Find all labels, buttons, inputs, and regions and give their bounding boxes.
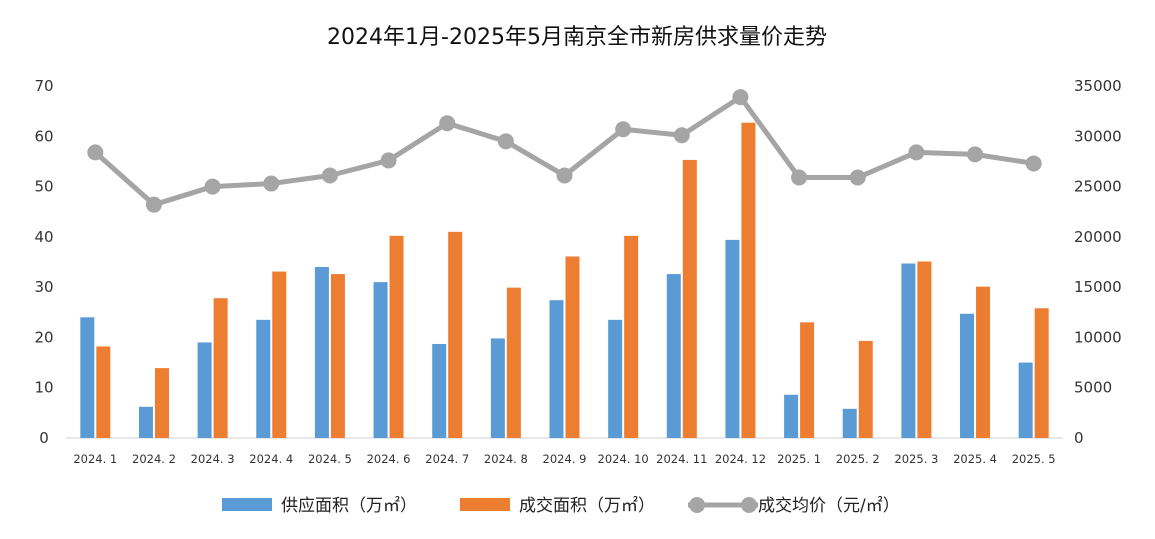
x-tick-label: 2024. 11 [656, 452, 707, 466]
price-point [1025, 155, 1042, 172]
bar-supply [80, 317, 95, 438]
bar-sales [741, 122, 756, 439]
bar-sales [272, 271, 287, 438]
y-right-tick-label: 0 [1074, 429, 1084, 447]
legend-marker-price-2 [741, 497, 757, 513]
price-point [908, 144, 925, 161]
y-right-tick-label: 5000 [1074, 379, 1112, 397]
price-line-path [93, 94, 1035, 208]
bar-supply [960, 313, 975, 438]
x-tick-label: 2024. 12 [715, 452, 766, 466]
price-point [204, 178, 221, 195]
y-right-tick-label: 20000 [1074, 228, 1122, 246]
bar-sales [389, 235, 404, 438]
bars [80, 122, 1049, 439]
y-right-tick-label: 35000 [1074, 77, 1122, 95]
bar-supply [256, 319, 271, 438]
bar-supply [901, 263, 916, 438]
legend-swatch-supply [222, 498, 272, 511]
x-tick-label: 2024. 6 [367, 452, 411, 466]
bar-sales [330, 274, 345, 438]
bar-sales [917, 261, 932, 438]
x-tick-label: 2024. 7 [425, 452, 469, 466]
bar-sales [448, 231, 463, 438]
price-line [87, 89, 1042, 213]
x-tick-label: 2025. 1 [777, 452, 821, 466]
price-point [263, 175, 280, 192]
bar-supply [549, 300, 564, 438]
bar-supply [1018, 362, 1033, 438]
bar-supply [197, 342, 212, 438]
x-tick-label: 2024. 9 [543, 452, 587, 466]
price-point [87, 144, 104, 161]
y-right-tick-label: 30000 [1074, 127, 1122, 145]
bar-sales [154, 368, 169, 438]
y-left-tick-label: 40 [34, 228, 53, 246]
x-tick-label: 2024. 8 [484, 452, 528, 466]
price-point [439, 115, 456, 132]
x-tick-label: 2024. 3 [191, 452, 235, 466]
bar-sales [96, 346, 111, 438]
x-tick-label: 2024. 2 [132, 452, 176, 466]
price-point [380, 152, 397, 169]
price-point [615, 121, 632, 138]
legend: 供应面积（万㎡） 成交面积（万㎡） 成交均价（元/㎡） [222, 496, 900, 516]
bar-supply [608, 319, 623, 438]
bar-supply [138, 406, 153, 438]
bar-sales [565, 256, 580, 438]
legend-label-price: 成交均价（元/㎡） [758, 496, 900, 516]
bar-sales [1034, 308, 1049, 438]
bar-supply [432, 343, 447, 438]
bar-supply [666, 274, 681, 438]
bar-sales [506, 287, 521, 438]
y-left-tick-label: 50 [34, 178, 53, 196]
y-left-tick-label: 0 [39, 429, 49, 447]
price-point [791, 169, 808, 186]
axes: 0 10 20 30 40 50 60 70 0 5000 10000 15000 20000 25000… [34, 77, 1121, 466]
legend-label-sales: 成交面积（万㎡） [519, 496, 655, 516]
x-tick-label: 2025. 2 [836, 452, 880, 466]
y-left-tick-label: 30 [34, 278, 53, 296]
x-tick-label: 2024. 4 [249, 452, 293, 466]
bar-supply [490, 338, 505, 438]
x-tick-label: 2024. 1 [73, 452, 117, 466]
bar-sales [858, 340, 873, 438]
bar-sales [682, 159, 697, 439]
y-left-tick-label: 10 [34, 379, 53, 397]
bar-sales [800, 322, 815, 438]
price-point [497, 133, 514, 150]
bar-supply [842, 408, 857, 438]
bar-sales [976, 286, 991, 438]
legend-swatch-sales [460, 498, 510, 511]
price-point [556, 167, 573, 184]
legend-label-supply: 供应面积（万㎡） [281, 496, 417, 516]
x-tick-label: 2024. 5 [308, 452, 352, 466]
price-point [732, 89, 749, 106]
bar-supply [725, 239, 740, 438]
y-right-tick-label: 15000 [1074, 278, 1122, 296]
y-left-tick-label: 60 [34, 127, 53, 145]
y-right-tick-label: 25000 [1074, 178, 1122, 196]
y-left-tick-label: 70 [34, 77, 53, 95]
price-point [673, 127, 690, 144]
chart-title: 2024年1月-2025年5月南京全市新房供求量价走势 [327, 25, 827, 50]
x-tick-label: 2025. 4 [953, 452, 997, 466]
y-right-tick-label: 10000 [1074, 328, 1122, 346]
bar-supply [373, 282, 388, 438]
price-point [145, 196, 162, 213]
x-tick-label: 2024. 10 [598, 452, 649, 466]
x-tick-label: 2025. 5 [1012, 452, 1056, 466]
price-point [849, 169, 866, 186]
legend-marker-price-1 [689, 497, 705, 513]
x-tick-label: 2025. 3 [894, 452, 938, 466]
y-left-tick-label: 20 [34, 328, 53, 346]
price-point [321, 167, 338, 184]
bar-sales [213, 298, 228, 438]
bar-supply [784, 394, 799, 438]
price-point [967, 146, 984, 163]
bar-sales [624, 235, 639, 438]
bar-supply [314, 267, 329, 438]
